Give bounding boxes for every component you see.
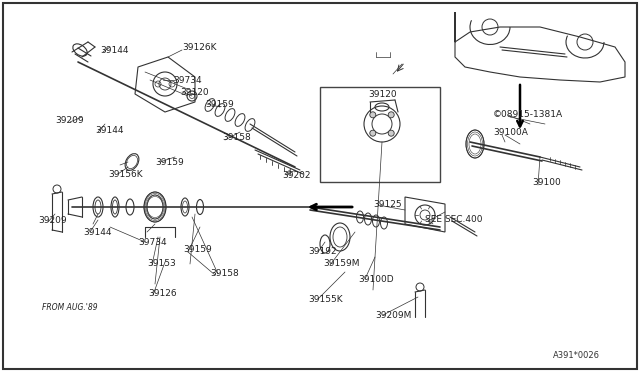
Text: 39159: 39159 xyxy=(155,157,184,167)
Text: 39120: 39120 xyxy=(180,87,209,96)
Polygon shape xyxy=(135,57,195,112)
Circle shape xyxy=(388,130,394,136)
Text: 39734: 39734 xyxy=(173,76,202,84)
Circle shape xyxy=(370,130,376,136)
Text: 39158: 39158 xyxy=(222,132,251,141)
Text: 39159M: 39159M xyxy=(323,260,360,269)
Text: 39734: 39734 xyxy=(138,237,166,247)
Text: 39144: 39144 xyxy=(95,125,124,135)
Text: 39120: 39120 xyxy=(368,90,397,99)
Text: 39156K: 39156K xyxy=(108,170,143,179)
Text: 39100D: 39100D xyxy=(358,275,394,283)
Text: 39125: 39125 xyxy=(373,199,402,208)
Text: FROM AUG.'89: FROM AUG.'89 xyxy=(42,302,98,311)
Text: 39202: 39202 xyxy=(282,170,310,180)
Text: 39209: 39209 xyxy=(55,115,84,125)
Text: 39155K: 39155K xyxy=(308,295,342,304)
Text: 39100A: 39100A xyxy=(493,128,528,137)
Text: 39192: 39192 xyxy=(308,247,337,256)
Text: 39159: 39159 xyxy=(183,246,212,254)
Text: 39144: 39144 xyxy=(100,45,129,55)
Text: 39159: 39159 xyxy=(205,99,234,109)
Text: 39209M: 39209M xyxy=(375,311,412,320)
Polygon shape xyxy=(455,12,625,82)
Text: SEE SEC.400: SEE SEC.400 xyxy=(425,215,483,224)
Text: 39126K: 39126K xyxy=(182,42,216,51)
Text: 39209: 39209 xyxy=(38,215,67,224)
Circle shape xyxy=(388,112,394,118)
Text: 39100: 39100 xyxy=(532,177,561,186)
Text: A391*0026: A391*0026 xyxy=(553,351,600,360)
Text: 39153: 39153 xyxy=(147,260,176,269)
Text: 39126: 39126 xyxy=(148,289,177,298)
Polygon shape xyxy=(405,197,445,232)
Circle shape xyxy=(370,112,376,118)
Text: ©08915-1381A: ©08915-1381A xyxy=(493,109,563,119)
Bar xyxy=(320,87,440,182)
Text: 39144: 39144 xyxy=(83,228,111,237)
Text: 39158: 39158 xyxy=(210,269,239,279)
